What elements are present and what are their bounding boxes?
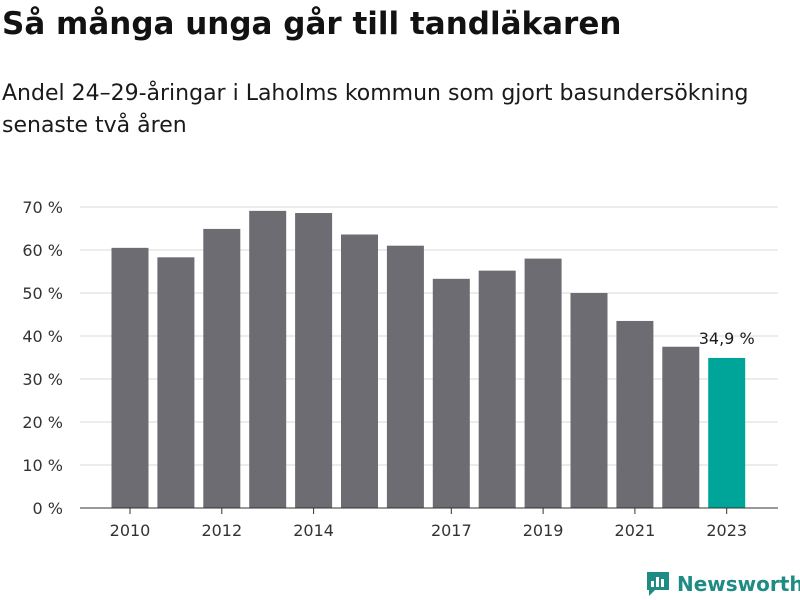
bar-2014	[295, 213, 333, 508]
bar-2020	[570, 293, 608, 508]
x-tick-label: 2023	[706, 521, 747, 540]
bar-2011	[157, 257, 195, 508]
newsworthy-logo-text: Newsworthy	[677, 572, 800, 596]
bar-2022	[662, 346, 700, 508]
bar-2015	[341, 234, 378, 508]
x-tick-label: 2017	[431, 521, 472, 540]
y-tick-label: 20 %	[22, 413, 63, 432]
y-tick-label: 10 %	[22, 456, 63, 475]
chart-subtitle: Andel 24–29-åringar i Laholms kommun som…	[2, 81, 749, 138]
y-tick-label: 60 %	[22, 241, 63, 260]
newsworthy-logo-icon	[647, 572, 669, 596]
chart-title: Så många unga går till tandläkaren	[2, 6, 622, 42]
bar-2019	[524, 258, 562, 508]
bar-2018	[478, 270, 516, 508]
data-label-2023: 34,9 %	[699, 329, 755, 348]
bar-2010	[111, 247, 149, 508]
newsworthy-logo: Newsworthy	[645, 570, 800, 598]
y-axis-ticks: 0 % 10 % 20 % 30 % 40 % 50 % 60 % 70 %	[22, 198, 63, 518]
bar-2021	[616, 320, 654, 508]
gridlines	[80, 206, 778, 466]
y-tick-label: 0 %	[33, 499, 63, 518]
y-tick-label: 50 %	[22, 284, 63, 303]
y-tick-label: 30 %	[22, 370, 63, 389]
y-tick-label: 40 %	[22, 327, 63, 346]
x-tick-label: 2010	[110, 521, 151, 540]
bar-2017	[432, 278, 470, 508]
bars	[111, 210, 746, 508]
x-tick-label: 2019	[523, 521, 564, 540]
bar-2013	[249, 210, 287, 508]
x-tick-label: 2014	[293, 521, 334, 540]
data-labels: 34,9 %	[699, 329, 755, 348]
x-tick-label: 2012	[201, 521, 242, 540]
y-tick-label: 70 %	[22, 198, 63, 217]
bar-chart: 0 % 10 % 20 % 30 % 40 % 50 % 60 % 70 % 2010 2012…	[22, 198, 778, 540]
bar-2012	[203, 228, 241, 508]
bar-2016	[386, 245, 424, 508]
x-axis-ticks: 2010 2012 2014 2017 2019 2021 2023	[80, 507, 778, 540]
bar-2023	[708, 357, 746, 508]
x-tick-label: 2021	[615, 521, 656, 540]
